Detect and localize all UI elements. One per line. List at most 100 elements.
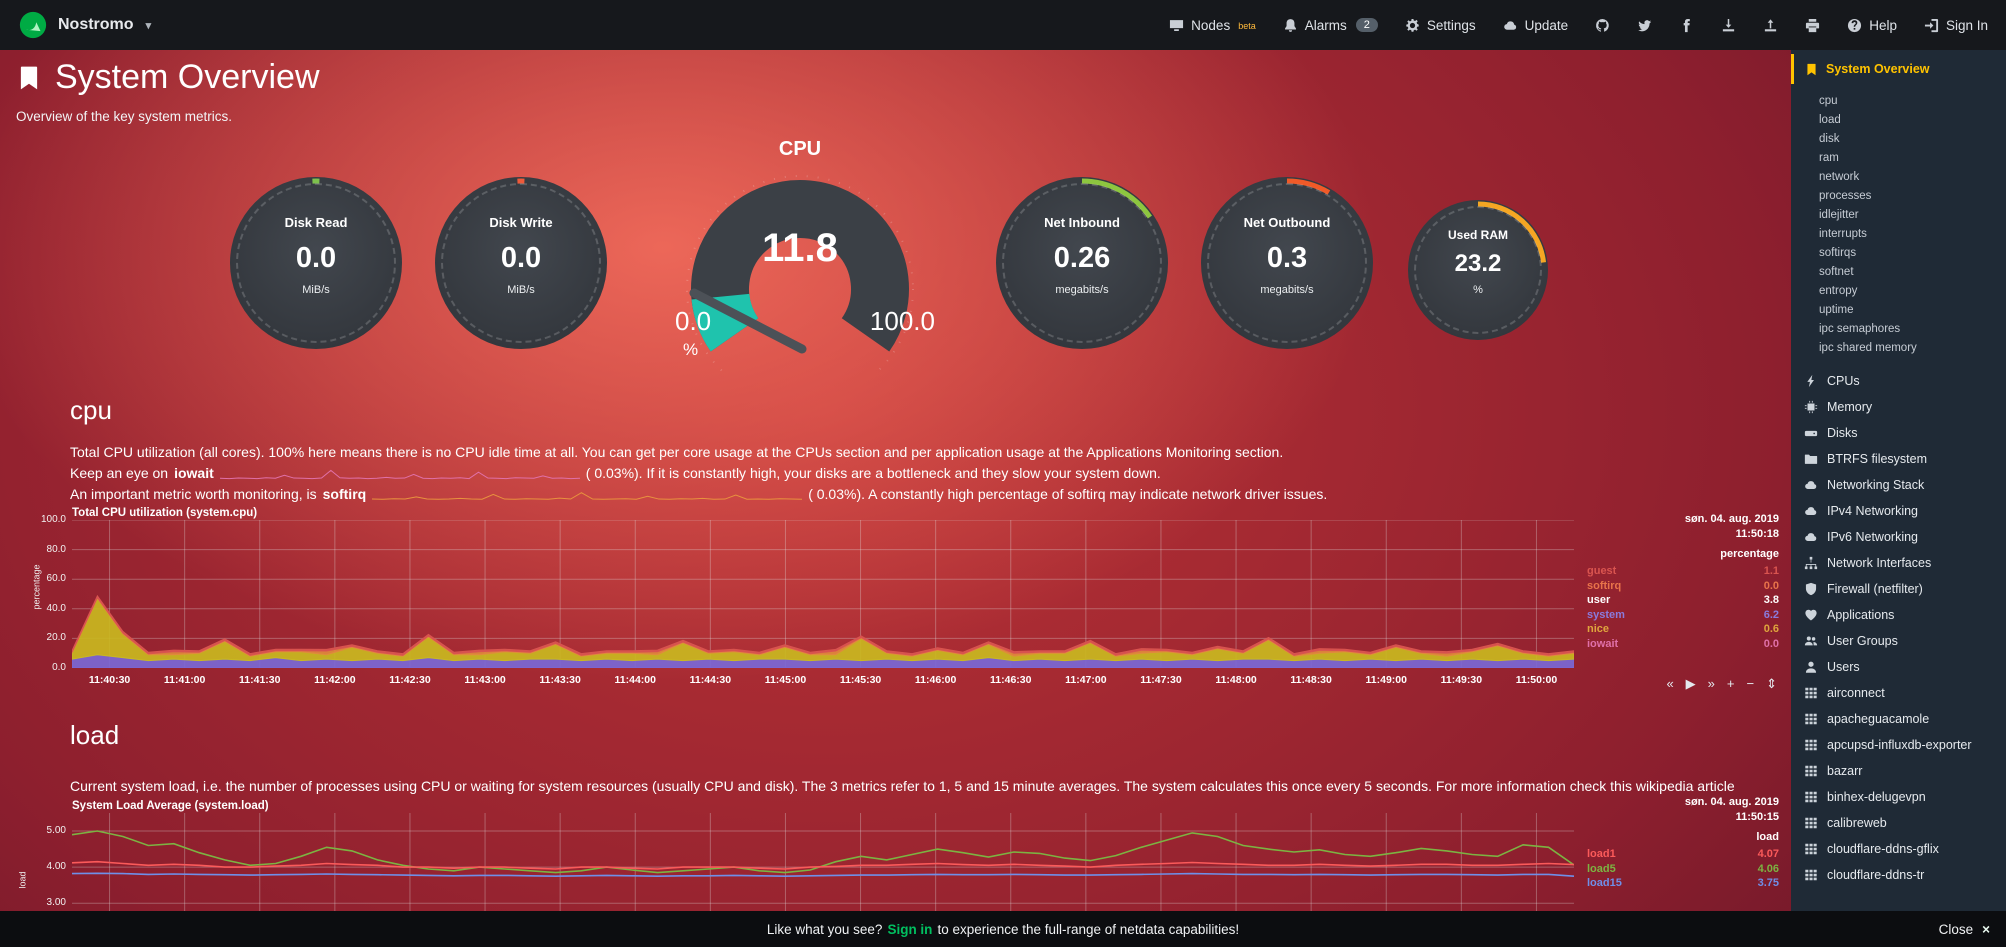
sidebar-item-firewall-netfilter-[interactable]: Firewall (netfilter)	[1804, 576, 1990, 602]
th-icon	[1804, 842, 1818, 856]
export-snapshot-button[interactable]	[1763, 18, 1778, 33]
disk-write-gauge[interactable]: Disk Write 0.0 MiB/s	[435, 177, 607, 349]
chart-title: Total CPU utilization (system.cpu)	[72, 507, 258, 519]
navbar-actions: Nodes beta Alarms 2 Settings Update	[1169, 18, 1988, 33]
load-chart[interactable]: System Load Average (system.load) load s…	[18, 795, 1779, 947]
legend-row-user[interactable]: user 3.8	[1587, 593, 1779, 608]
chart-toolbar-play-icon[interactable]: ▶	[1685, 676, 1696, 691]
cloud-icon	[1804, 504, 1818, 518]
sidebar: System Overview cpu load disk ram network pro…	[1791, 50, 2006, 947]
sidebar-item-cloudflare-ddns-tr[interactable]: cloudflare-ddns-tr	[1804, 862, 1990, 888]
legend-row-nice[interactable]: nice 0.6	[1587, 622, 1779, 637]
sidebar-item-ipv4-networking[interactable]: IPv4 Networking	[1804, 498, 1990, 524]
sidebar-item-disks[interactable]: Disks	[1804, 420, 1990, 446]
import-snapshot-button[interactable]	[1721, 18, 1736, 33]
sidebar-item-label: cloudflare-ddns-gflix	[1827, 842, 1939, 856]
sidebar-sections: CPUs Memory Disks BTRFS filesystem Networkin…	[1791, 362, 2006, 888]
th-icon	[1804, 764, 1818, 778]
sidebar-item-processes[interactable]: processes	[1819, 190, 1872, 202]
legend-row-load1[interactable]: load1 4.07	[1587, 847, 1779, 862]
cpu-gauge[interactable]: CPU 11.8 0.0 100.0 %	[645, 138, 955, 373]
legend-time: 11:50:15	[1735, 811, 1779, 823]
twitter-button[interactable]	[1637, 18, 1652, 33]
signin-label: Sign In	[1945, 17, 1988, 33]
chart-canvas[interactable]	[72, 813, 1574, 947]
y-tick-label: 40.0	[46, 602, 66, 614]
legend-row-load5[interactable]: load5 4.06	[1587, 862, 1779, 877]
used-ram-gauge[interactable]: Used RAM 23.2 %	[1408, 200, 1548, 340]
net-inbound-gauge[interactable]: Net Inbound 0.26 megabits/s	[996, 177, 1168, 349]
microchip-icon	[1804, 400, 1818, 414]
chart-toolbar-forward-icon[interactable]: »	[1707, 676, 1715, 691]
gauge-unit: MiB/s	[302, 284, 330, 296]
sidebar-item-applications[interactable]: Applications	[1804, 602, 1990, 628]
banner-signin-link[interactable]: Sign in	[887, 921, 933, 937]
facebook-button[interactable]	[1679, 18, 1694, 33]
legend-row-system[interactable]: system 6.2	[1587, 608, 1779, 623]
sidebar-item-ipc-shared-memory[interactable]: ipc shared memory	[1819, 342, 1917, 354]
page-title-text: System Overview	[55, 58, 320, 96]
sidebar-item-softirqs[interactable]: softirqs	[1819, 247, 1857, 259]
help-button[interactable]: Help	[1847, 18, 1897, 33]
chart-toolbar-zoom-in-icon[interactable]: +	[1726, 676, 1735, 691]
sidebar-item-users[interactable]: Users	[1804, 654, 1990, 680]
x-tick-label: 11:49:30	[1440, 674, 1483, 686]
sidebar-item-system-overview[interactable]: System Overview	[1791, 54, 2006, 84]
cpu-desc-line2-pre: Keep an eye on	[70, 465, 169, 481]
sidebar-item-network-interfaces[interactable]: Network Interfaces	[1804, 550, 1990, 576]
sidebar-item-user-groups[interactable]: User Groups	[1804, 628, 1990, 654]
gauge-value: 0.0	[500, 242, 542, 274]
sidebar-item-bazarr[interactable]: bazarr	[1804, 758, 1990, 784]
sidebar-item-apcupsd-influxdb-exporter[interactable]: apcupsd-influxdb-exporter	[1804, 732, 1990, 758]
sidebar-item-cloudflare-ddns-gflix[interactable]: cloudflare-ddns-gflix	[1804, 836, 1990, 862]
sidebar-item-btrfs-filesystem[interactable]: BTRFS filesystem	[1804, 446, 1990, 472]
sidebar-item-load[interactable]: load	[1819, 114, 1841, 126]
cloud-icon	[1804, 478, 1818, 492]
chart-toolbar-resize-icon[interactable]: ⇕	[1766, 676, 1777, 691]
legend-row-softirq[interactable]: softirq 0.0	[1587, 579, 1779, 594]
banner-close-button[interactable]: Close ×	[1939, 922, 1990, 937]
legend-row-load15[interactable]: load15 3.75	[1587, 876, 1779, 891]
sidebar-item-binhex-delugevpn[interactable]: binhex-delugevpn	[1804, 784, 1990, 810]
cpu-desc-line3-pre: An important metric worth monitoring, is	[70, 486, 317, 502]
sidebar-item-ipc-semaphores[interactable]: ipc semaphores	[1819, 323, 1901, 335]
chart-toolbar-zoom-out-icon[interactable]: −	[1746, 676, 1755, 691]
legend-units: load	[1756, 831, 1779, 843]
alarms-button[interactable]: Alarms 2	[1283, 18, 1378, 33]
sidebar-item-networking-stack[interactable]: Networking Stack	[1804, 472, 1990, 498]
sidebar-item-ipv6-networking[interactable]: IPv6 Networking	[1804, 524, 1990, 550]
hostname-menu[interactable]: Nostromo ▾	[18, 10, 151, 40]
cpu-chart[interactable]: Total CPU utilization (system.cpu) perce…	[30, 502, 1779, 702]
legend-series-name: guest	[1587, 565, 1617, 577]
sidebar-item-ram[interactable]: ram	[1819, 152, 1839, 164]
sidebar-item-airconnect[interactable]: airconnect	[1804, 680, 1990, 706]
sidebar-item-memory[interactable]: Memory	[1804, 394, 1990, 420]
signin-button[interactable]: Sign In	[1924, 18, 1988, 33]
disk-read-gauge[interactable]: Disk Read 0.0 MiB/s	[230, 177, 402, 349]
sidebar-item-apacheguacamole[interactable]: apacheguacamole	[1804, 706, 1990, 732]
sidebar-item-interrupts[interactable]: interrupts	[1819, 228, 1867, 240]
sidebar-item-uptime[interactable]: uptime	[1819, 304, 1854, 316]
sidebar-item-network[interactable]: network	[1819, 171, 1860, 183]
folder-icon	[1804, 452, 1818, 466]
chart-legend: søn. 04. aug. 2019 11:50:18 percentage g…	[1587, 512, 1779, 651]
wikipedia-link[interactable]: this wikipedia article	[1610, 778, 1735, 794]
sidebar-item-cpu[interactable]: cpu	[1819, 95, 1838, 107]
sidebar-item-disk[interactable]: disk	[1819, 133, 1840, 145]
github-button[interactable]	[1595, 18, 1610, 33]
chart-toolbar-backward-icon[interactable]: «	[1666, 676, 1674, 691]
settings-button[interactable]: Settings	[1405, 18, 1476, 33]
sidebar-item-idlejitter[interactable]: idlejitter	[1819, 209, 1859, 221]
nodes-button[interactable]: Nodes beta	[1169, 18, 1256, 33]
print-button[interactable]	[1805, 18, 1820, 33]
sidebar-item-cpus[interactable]: CPUs	[1804, 368, 1990, 394]
legend-row-guest[interactable]: guest 1.1	[1587, 564, 1779, 579]
net-outbound-gauge[interactable]: Net Outbound 0.3 megabits/s	[1201, 177, 1373, 349]
legend-row-iowait[interactable]: iowait 0.0	[1587, 637, 1779, 652]
sidebar-item-entropy[interactable]: entropy	[1819, 285, 1858, 297]
update-button[interactable]: Update	[1503, 18, 1568, 33]
sidebar-item-calibreweb[interactable]: calibreweb	[1804, 810, 1990, 836]
sidebar-item-softnet[interactable]: softnet	[1819, 266, 1854, 278]
sidebar-item-label: IPv6 Networking	[1827, 530, 1919, 544]
chart-canvas[interactable]	[72, 520, 1574, 668]
